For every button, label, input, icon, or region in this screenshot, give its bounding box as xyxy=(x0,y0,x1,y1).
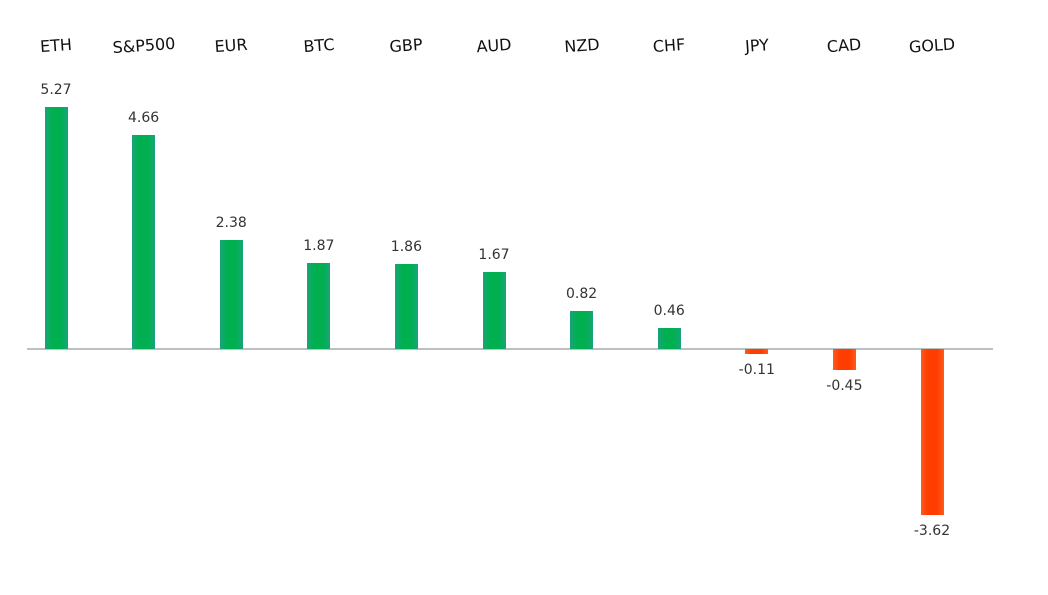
category-label: AUD xyxy=(475,34,513,57)
data-label: 0.46 xyxy=(653,302,685,319)
data-label: 0.82 xyxy=(566,286,598,303)
bar-chf xyxy=(657,327,681,349)
bar-gold xyxy=(920,349,944,516)
bar-sp500 xyxy=(132,135,156,349)
data-label: -0.45 xyxy=(826,377,863,394)
category-label: NZD xyxy=(563,34,600,57)
data-label: 1.87 xyxy=(303,238,335,255)
bar-eth xyxy=(44,107,68,349)
bar-jpy xyxy=(745,349,769,355)
category-label: CAD xyxy=(826,34,863,57)
bar-eur xyxy=(219,239,243,349)
category-label: GOLD xyxy=(908,34,956,57)
bar-btc xyxy=(307,263,331,349)
category-label: JPY xyxy=(744,35,770,56)
bar-cad xyxy=(832,349,856,370)
bar-aud xyxy=(482,272,506,349)
category-label: GBP xyxy=(389,34,424,57)
category-label: ETH xyxy=(39,34,73,57)
category-label: CHF xyxy=(652,34,687,57)
zero-axis-line xyxy=(27,348,993,350)
data-label: 1.67 xyxy=(478,247,510,264)
data-label: -3.62 xyxy=(913,523,951,540)
data-label: 1.86 xyxy=(390,238,422,255)
category-label: BTC xyxy=(302,34,335,57)
data-label: 2.38 xyxy=(215,214,247,231)
data-label: 5.27 xyxy=(40,82,72,99)
category-label: EUR xyxy=(214,34,249,57)
category-label: S&P500 xyxy=(111,33,176,58)
bar-gbp xyxy=(394,263,418,349)
bar-nzd xyxy=(570,311,594,349)
data-label: -0.11 xyxy=(738,362,775,379)
data-label: 4.66 xyxy=(128,110,160,127)
